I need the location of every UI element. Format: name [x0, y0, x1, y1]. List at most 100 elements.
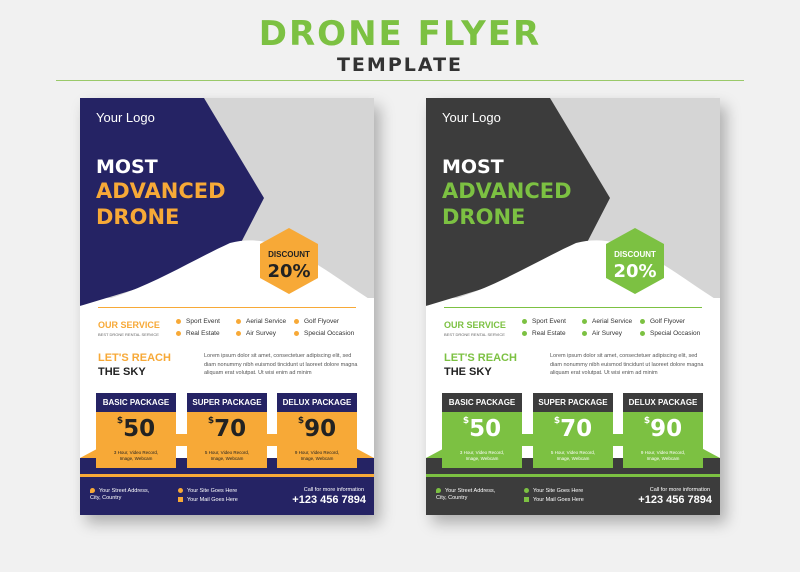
package-features: 9 Hour, Video Record, Image, Webcam — [294, 450, 340, 461]
mail-icon — [524, 497, 529, 503]
service-label: Sport Event — [532, 318, 566, 325]
bullet-icon — [294, 318, 299, 324]
service-item: Golf Flyover — [640, 318, 685, 325]
currency-symbol: $ — [207, 416, 215, 426]
package-features: 9 Hour, Video Record, Image, Webcam — [640, 450, 686, 461]
discount-label: DISCOUNT — [268, 250, 310, 259]
service-label: Aerial Service — [592, 318, 633, 325]
price-value: 70 — [560, 416, 593, 442]
service-title: OUR SERVICE — [98, 320, 160, 330]
package-header: SUPER PACKAGE — [533, 393, 613, 412]
currency-symbol: $ — [643, 416, 651, 426]
headline-line3: DRONE — [442, 205, 526, 229]
package-features: 3 Hour, Video Record, Image, Webcam — [459, 450, 505, 461]
service-item: Sport Event — [522, 318, 566, 325]
location-pin-icon — [90, 488, 95, 494]
currency-symbol: $ — [116, 416, 124, 426]
bullet-icon — [582, 330, 587, 336]
service-label: Real Estate — [532, 330, 566, 337]
call-label: Call for more information — [649, 487, 710, 493]
mail-icon — [178, 497, 183, 503]
service-title: OUR SERVICE — [444, 320, 506, 330]
logo-text: Your Logo — [442, 110, 501, 125]
bullet-icon — [176, 318, 181, 324]
service-item: Air Survey — [236, 330, 276, 337]
service-item: Special Occasion — [294, 330, 354, 337]
address-text: Your Street Address, City, Country — [90, 488, 150, 501]
bullet-icon — [522, 318, 527, 324]
service-item: Golf Flyover — [294, 318, 339, 325]
package-header: SUPER PACKAGE — [187, 393, 267, 412]
package-price: $90 — [623, 416, 703, 442]
service-label: Sport Event — [186, 318, 220, 325]
price-value: 50 — [469, 416, 502, 442]
service-label: Golf Flyover — [304, 318, 340, 325]
location-pin-icon — [436, 488, 441, 494]
package-price: $50 — [96, 416, 176, 442]
package-features: 5 Hour, Video Record, Image, Webcam — [204, 450, 250, 461]
logo-text: Your Logo — [96, 110, 155, 125]
header-divider — [56, 80, 744, 81]
reach-line1: LET'S REACH — [98, 352, 171, 364]
body-paragraph: Lorem ipsum dolor sit amet, consectetuer… — [204, 353, 358, 376]
package-price: $90 — [277, 416, 357, 442]
phone-number: +123 456 7894 — [638, 494, 712, 506]
call-label: Call for more information — [303, 487, 364, 493]
footer-mail: Your Mail Goes Here — [178, 497, 238, 504]
headline-line3: DRONE — [96, 205, 180, 229]
headline-line1: MOST — [442, 156, 504, 178]
service-label: Aerial Service — [246, 318, 287, 325]
package-price: $70 — [533, 416, 613, 442]
bullet-icon — [582, 318, 587, 324]
footer-address: Your Street Address, City, Country — [436, 488, 495, 502]
headline-line2: ADVANCED — [96, 179, 226, 203]
service-item: Air Survey — [582, 330, 622, 337]
package-price: $70 — [187, 416, 267, 442]
package-header: DELUX PACKAGE — [623, 393, 703, 412]
mail-text: Your Mail Goes Here — [533, 497, 584, 503]
service-subtitle: BEST DRONE RENTAL SERVICE — [98, 332, 159, 337]
site-text: Your Site Goes Here — [533, 488, 584, 494]
package-card — [277, 412, 357, 468]
service-label: Special Occasion — [304, 330, 355, 337]
price-value: 50 — [123, 416, 156, 442]
price-value: 70 — [214, 416, 247, 442]
package-header: BASIC PACKAGE — [96, 393, 176, 412]
package-card — [187, 412, 267, 468]
globe-icon — [178, 488, 183, 494]
bullet-icon — [640, 318, 645, 324]
page-title: DRONE FLYER — [258, 14, 542, 54]
service-label: Air Survey — [592, 330, 622, 337]
price-value: 90 — [304, 416, 337, 442]
flyer-left: Your Logo MOST ADVANCED DRONE DISCOUNT 2… — [80, 98, 374, 515]
footer-address: Your Street Address, City, Country — [90, 488, 149, 502]
package-features: 3 Hour, Video Record, Image, Webcam — [113, 450, 159, 461]
currency-symbol: $ — [462, 416, 470, 426]
page-subtitle: TEMPLATE — [336, 54, 464, 76]
mail-text: Your Mail Goes Here — [187, 497, 238, 503]
discount-value: 20% — [613, 261, 657, 282]
service-item: Aerial Service — [236, 318, 286, 325]
reach-line1: LET'S REACH — [444, 352, 517, 364]
package-price: $50 — [442, 416, 522, 442]
footer-site: Your Site Goes Here — [524, 488, 583, 495]
bullet-icon — [522, 330, 527, 336]
service-label: Golf Flyover — [650, 318, 686, 325]
package-card — [442, 412, 522, 468]
address-text: Your Street Address, City, Country — [436, 488, 496, 501]
service-label: Special Occasion — [650, 330, 701, 337]
footer-site: Your Site Goes Here — [178, 488, 237, 495]
service-item: Sport Event — [176, 318, 220, 325]
reach-line2: THE SKY — [98, 366, 146, 378]
price-value: 90 — [650, 416, 683, 442]
phone-number: +123 456 7894 — [292, 494, 366, 506]
bullet-icon — [236, 330, 241, 336]
package-card — [623, 412, 703, 468]
package-features: 5 Hour, Video Record, Image, Webcam — [550, 450, 596, 461]
package-header: BASIC PACKAGE — [442, 393, 522, 412]
service-label: Air Survey — [246, 330, 276, 337]
section-divider — [98, 307, 356, 308]
bullet-icon — [236, 318, 241, 324]
reach-line2: THE SKY — [444, 366, 492, 378]
discount-value: 20% — [267, 261, 311, 282]
